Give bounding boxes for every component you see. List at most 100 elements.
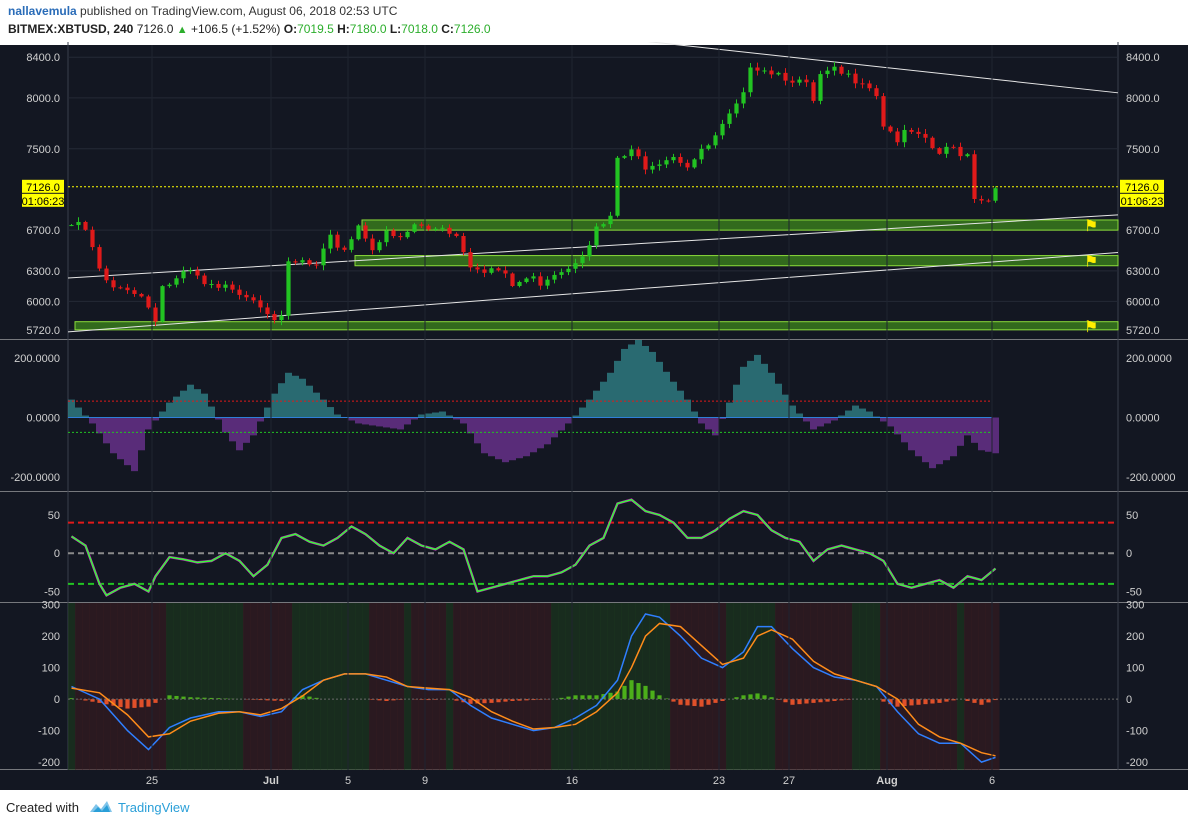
last-price-tag-left xyxy=(22,179,64,193)
macd-trend-shade xyxy=(796,603,804,770)
macd-trend-shade xyxy=(138,603,146,770)
macd-trend-shade xyxy=(194,603,202,770)
symbol-name[interactable]: BITMEX:XBTUSD, 240 xyxy=(8,22,134,36)
candle-body xyxy=(97,247,102,269)
osc-histogram-bar xyxy=(684,399,691,418)
candle-body xyxy=(552,274,557,280)
candle-body xyxy=(867,83,872,89)
macd-histogram-bar xyxy=(272,699,277,701)
macd-trend-shade xyxy=(831,603,839,770)
candle-body xyxy=(83,221,88,230)
osc-histogram-bar xyxy=(957,417,964,446)
macd-histogram-bar xyxy=(111,699,116,706)
osc-histogram-bar xyxy=(810,417,817,430)
osc-histogram-bar xyxy=(194,389,201,418)
last-price-label-left: 7126.0 xyxy=(26,182,60,194)
candle-body xyxy=(930,137,935,149)
chart-header: nallavemula published on TradingView.com… xyxy=(0,0,1188,42)
candle-body xyxy=(797,79,802,83)
rsi-y-tick-right: 50 xyxy=(1126,510,1138,522)
osc-histogram-bar xyxy=(922,417,929,463)
macd-trend-shade xyxy=(187,603,195,770)
macd-trend-shade xyxy=(285,603,293,770)
osc-histogram-bar xyxy=(950,417,957,457)
macd-fast-line xyxy=(71,613,996,763)
osc-histogram-bar xyxy=(481,417,488,454)
high-value: 7180.0 xyxy=(349,22,387,36)
macd-trend-shade xyxy=(817,603,825,770)
osc-histogram-bar xyxy=(418,414,425,418)
candle-body xyxy=(853,73,858,84)
macd-histogram-bar xyxy=(979,699,984,705)
macd-histogram-bar xyxy=(97,699,102,703)
candle-body xyxy=(321,248,326,266)
macd-trend-shade xyxy=(915,603,923,770)
candle-body xyxy=(384,230,389,243)
macd-y-tick-left: -200 xyxy=(38,757,60,769)
candle-body xyxy=(475,267,480,270)
candle-body xyxy=(566,268,571,273)
rsi-y-tick-right: 0 xyxy=(1126,548,1132,560)
macd-trend-shade xyxy=(600,603,608,770)
countdown-tag-right xyxy=(1120,193,1164,207)
osc-histogram-bar xyxy=(992,417,999,454)
candle-body xyxy=(937,148,942,154)
osc-histogram-bar xyxy=(593,390,600,418)
tradingview-link[interactable]: TradingView xyxy=(118,800,190,815)
candle-body xyxy=(531,276,536,279)
macd-histogram-bar xyxy=(153,699,158,703)
macd-trend-shade xyxy=(852,603,860,770)
candle-body xyxy=(727,113,732,124)
osc-histogram-bar xyxy=(523,417,530,457)
macd-histogram-bar xyxy=(69,698,74,700)
support-zone xyxy=(74,321,1119,331)
macd-histogram-bar xyxy=(685,699,690,706)
osc-histogram-bar xyxy=(838,415,845,418)
osc-histogram-bar xyxy=(768,372,775,418)
low-value: 7018.0 xyxy=(401,22,438,36)
macd-histogram-bar xyxy=(937,699,942,703)
osc-histogram-bar xyxy=(887,417,894,427)
macd-histogram-bar xyxy=(384,699,389,701)
osc-histogram-bar xyxy=(761,363,768,418)
rsi-y-tick-left: 50 xyxy=(48,510,60,522)
osc-histogram-bar xyxy=(831,417,838,421)
support-zone xyxy=(361,219,1119,231)
macd-histogram-bar xyxy=(951,699,956,701)
candle-body xyxy=(300,260,305,263)
candle-body xyxy=(489,268,494,273)
candle-body xyxy=(356,225,361,240)
last-price-tag-right xyxy=(1120,179,1164,193)
chart-area[interactable]: 8400.0 8400.0 8000.0 8000.0 7500.0 7500.0 6700… xyxy=(0,42,1188,790)
osc-histogram-bar xyxy=(488,417,495,457)
macd-trend-shade xyxy=(145,603,153,770)
osc-histogram-bar xyxy=(187,384,194,418)
macd-trend-shade xyxy=(481,603,489,770)
macd-trend-shade xyxy=(502,603,510,770)
macd-trend-shade xyxy=(432,603,440,770)
candle-body xyxy=(482,269,487,273)
macd-y-tick-left: 300 xyxy=(42,600,60,612)
osc-histogram-bar xyxy=(138,417,145,451)
macd-histogram-bar xyxy=(923,699,928,705)
macd-trend-shade xyxy=(509,603,517,770)
candle-body xyxy=(174,278,179,285)
macd-histogram-bar xyxy=(741,695,746,700)
macd-trend-shade xyxy=(950,603,958,770)
candle-body xyxy=(601,224,606,227)
osc-histogram-bar xyxy=(789,405,796,418)
macd-histogram-bar xyxy=(916,699,921,705)
author-name[interactable]: nallavemula xyxy=(8,4,77,18)
macd-y-tick-left: 100 xyxy=(42,663,60,675)
macd-trend-shade xyxy=(712,603,720,770)
countdown-label-left: 01:06:23 xyxy=(22,196,65,208)
macd-trend-shade xyxy=(698,603,706,770)
osc-histogram-bar xyxy=(901,417,908,443)
osc-histogram-bar xyxy=(600,381,607,418)
osc-histogram-bar xyxy=(978,417,985,451)
macd-trend-shade xyxy=(236,603,244,770)
macd-trend-shade xyxy=(446,603,454,770)
macd-trend-shade xyxy=(740,603,748,770)
osc-histogram-bar xyxy=(817,417,824,427)
osc-histogram-bar xyxy=(964,417,971,436)
